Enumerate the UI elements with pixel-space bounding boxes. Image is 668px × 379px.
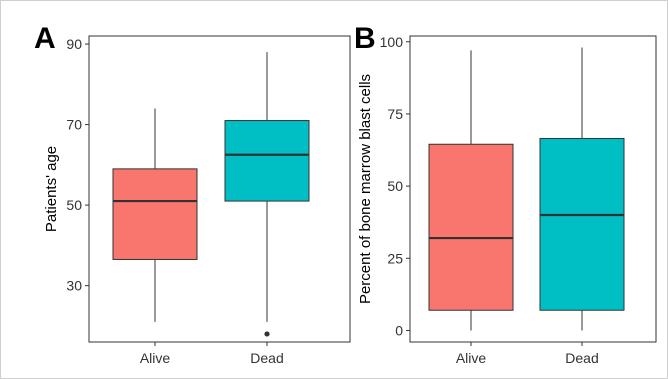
x-tick-label: Alive [456,350,487,366]
iqr-box [112,168,198,260]
x-axis-a: Alive Dead [140,342,284,366]
x-tick-label: Dead [250,350,283,366]
box-alive [112,108,198,322]
boxes-a [112,52,310,337]
panel-letter-b: B [354,22,376,55]
y-tick-label: 50 [66,197,82,213]
y-axis-a: 30 50 70 90 [66,36,89,294]
panel-letter-a: A [34,22,56,55]
plot-border-a [88,35,351,343]
box-dead [539,47,625,331]
iqr-box [224,120,310,202]
box-dead [224,52,310,337]
plot-border-b [409,35,657,343]
y-tick-label: 25 [387,250,403,266]
y-tick-label: 70 [66,117,82,133]
iqr-box [428,143,514,311]
iqr-box [539,137,625,311]
y-tick-label: 30 [66,278,82,294]
outlier-point [264,331,270,337]
y-axis-title-a: Patients' age [43,146,60,232]
y-tick-label: 75 [387,106,403,122]
panel-b: B 0 25 50 75 100 Alive Dead Percent of bone m… [354,22,657,366]
x-axis-b: Alive Dead [456,342,599,366]
x-tick-label: Alive [140,350,171,366]
y-tick-label: 90 [66,36,82,52]
box-alive [428,50,514,331]
boxes-b [428,47,625,331]
y-tick-label: 100 [380,34,404,50]
y-tick-label: 0 [395,322,403,338]
x-tick-label: Dead [565,350,598,366]
y-axis-title-b: Percent of bone marrow blast cells [357,74,374,304]
panel-a: A 30 50 70 90 Alive Dead Patients' age [34,22,351,366]
y-axis-b: 0 25 50 75 100 [380,34,410,338]
y-tick-label: 50 [387,178,403,194]
